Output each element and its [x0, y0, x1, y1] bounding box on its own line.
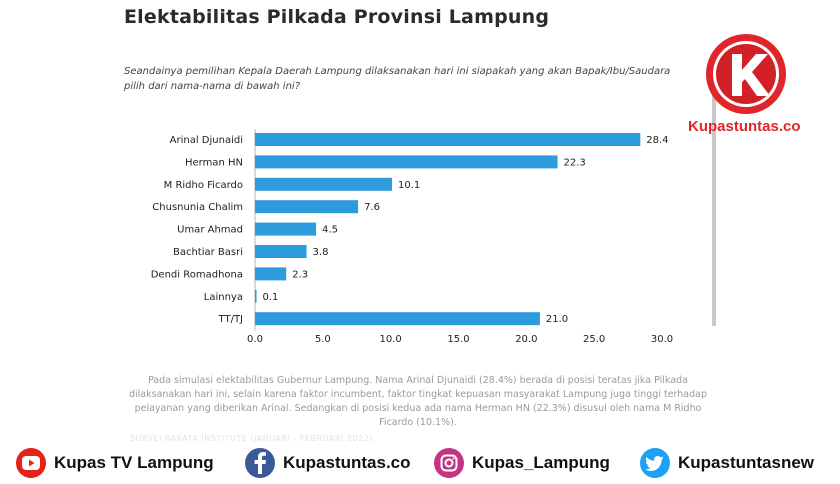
x-tick-label: 5.0 — [315, 334, 331, 345]
category-label: Umar Ahmad — [177, 225, 243, 236]
x-tick-label: 0.0 — [247, 334, 263, 345]
bar — [255, 133, 641, 146]
source-watermark: SURVEI RAKATA INSTITUTE (JANUARI - FEBRU… — [130, 434, 373, 443]
bar — [255, 222, 317, 236]
bar — [255, 312, 540, 326]
value-label: 4.5 — [322, 225, 338, 236]
instagram-icon — [434, 448, 464, 478]
social-facebook[interactable]: Kupastuntas.co — [245, 446, 411, 480]
twitter-icon — [640, 448, 670, 478]
bar-chart: Arinal Djunaidi 28.4 Herman HN 22.3 M Ridho … — [151, 129, 673, 345]
category-label: Dendi Romadhona — [151, 269, 243, 280]
chart-title: Elektabilitas Pilkada Provinsi Lampung — [124, 6, 550, 28]
bar — [255, 289, 257, 303]
x-tick-label: 15.0 — [447, 334, 469, 345]
bar — [255, 245, 307, 258]
kupastuntas-logo — [706, 34, 786, 114]
social-label: Kupastuntasnew — [678, 453, 815, 472]
x-tick-label: 25.0 — [583, 334, 605, 345]
bar — [255, 200, 359, 214]
category-label: Herman HN — [185, 157, 243, 168]
analysis-note: Pada simulasi elektabilitas Gubernur Lam… — [128, 375, 708, 428]
social-bar: Kupas TV Lampung Kupastuntas.co Kupas_La… — [0, 446, 840, 480]
value-label: 28.4 — [646, 135, 668, 146]
facebook-icon — [245, 448, 275, 478]
category-label: Arinal Djunaidi — [170, 135, 243, 146]
category-label: Chusnunia Chalim — [152, 202, 243, 213]
category-label: M Ridho Ficardo — [164, 180, 243, 191]
x-tick-label: 30.0 — [651, 334, 673, 345]
value-label: 21.0 — [546, 314, 568, 325]
x-tick-label: 20.0 — [515, 334, 537, 345]
category-label: Bachtiar Basri — [173, 247, 243, 258]
social-youtube[interactable]: Kupas TV Lampung — [16, 446, 214, 480]
value-label: 7.6 — [364, 202, 380, 213]
value-label: 10.1 — [398, 180, 420, 191]
social-instagram[interactable]: Kupas_Lampung — [434, 446, 610, 480]
bar — [255, 155, 558, 169]
social-label: Kupastuntas.co — [283, 453, 411, 472]
decorative-divider — [712, 70, 716, 326]
youtube-icon — [16, 448, 46, 478]
social-twitter[interactable]: Kupastuntasnew — [640, 446, 814, 480]
value-label: 3.8 — [313, 247, 329, 258]
x-tick-label: 10.0 — [380, 334, 402, 345]
category-label: TT/TJ — [218, 314, 243, 325]
social-label: Kupas TV Lampung — [54, 453, 214, 472]
category-label: Lainnya — [204, 292, 243, 303]
bar — [255, 177, 393, 191]
value-label: 0.1 — [263, 292, 279, 303]
survey-question: Seandainya pemilihan Kepala Daerah Lampu… — [124, 66, 671, 92]
value-label: 2.3 — [292, 269, 308, 280]
bar — [255, 267, 287, 281]
social-label: Kupas_Lampung — [472, 453, 610, 472]
brand-logo-text: Kupastuntas.co — [688, 118, 801, 135]
value-label: 22.3 — [564, 157, 586, 168]
